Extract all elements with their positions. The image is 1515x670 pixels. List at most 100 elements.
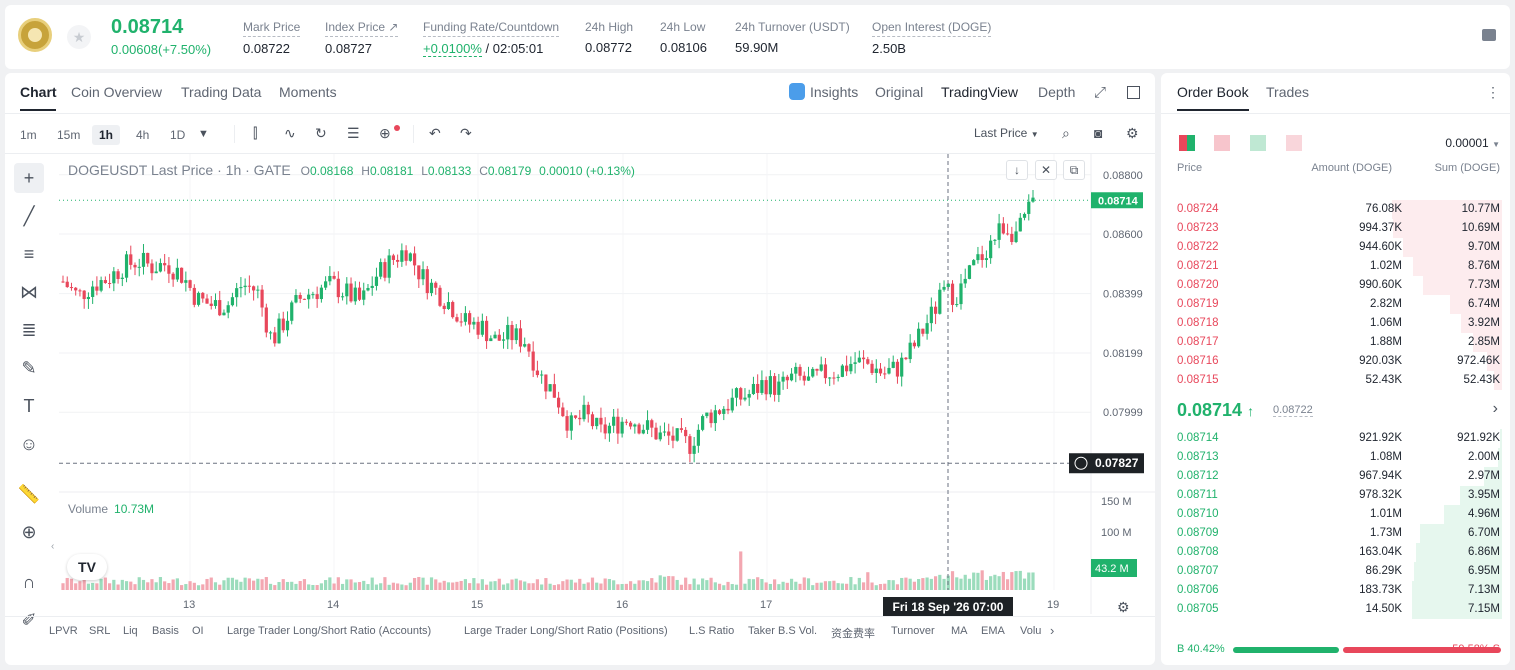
undo-icon[interactable]: ↶ (429, 125, 441, 141)
bid-row[interactable]: 0.08713 1.08M 2.00M (1161, 448, 1510, 467)
stat-label[interactable]: Open Interest (DOGE) (872, 20, 992, 37)
horizontal-lines-tool-icon[interactable]: ≡ (23, 244, 35, 264)
candle-body (921, 328, 925, 334)
ask-row[interactable]: 0.08722 944.60K 9.70M (1161, 238, 1510, 257)
scroll-down-icon[interactable]: ↓ (1006, 160, 1028, 180)
bid-row[interactable]: 0.08708 163.04K 6.86M (1161, 543, 1510, 562)
emoji-tool-icon[interactable]: ☺ (19, 434, 39, 454)
volume-bar (857, 577, 861, 590)
screenshot-icon[interactable]: ◙ (1094, 125, 1103, 141)
tab-tradingview[interactable]: TradingView (941, 84, 1019, 100)
indicator-9[interactable]: 资金费率 (831, 628, 875, 640)
magnet-tool-icon[interactable]: ∩ (22, 572, 36, 592)
window-mode-icon[interactable] (1127, 86, 1140, 99)
ruler-tool-icon[interactable]: 📏 (17, 484, 41, 504)
pattern-tool-icon[interactable]: ⋈ (20, 282, 38, 302)
bid-row[interactable]: 0.08714 921.92K 921.92K (1161, 429, 1510, 448)
tab-order-book[interactable]: Order Book (1177, 84, 1249, 100)
indicator-1[interactable]: SRL (89, 625, 111, 637)
timeframe-1h[interactable]: 1h (92, 125, 121, 145)
view-depth-icon[interactable] (1286, 135, 1302, 151)
bid-row[interactable]: 0.08707 86.29K 6.95M (1161, 562, 1510, 581)
timeframe-4h[interactable]: 4h (136, 128, 150, 142)
brush-tool-icon[interactable]: ✎ (21, 358, 37, 378)
timeframe-1m[interactable]: 1m (20, 128, 37, 142)
view-bids-icon[interactable] (1250, 135, 1266, 151)
mid-price-value: 0.08714 (1177, 400, 1243, 420)
price-type-select[interactable]: Last Price ▼ (974, 126, 1039, 140)
indicator-2[interactable]: Liq (123, 625, 138, 637)
lock-tool-icon[interactable]: ✐ (21, 610, 37, 630)
tab-trades[interactable]: Trades (1266, 84, 1310, 100)
settings-gear-icon[interactable]: ⚙ (1126, 125, 1139, 141)
text-tool-icon[interactable]: T (23, 396, 35, 416)
timeframe-15m[interactable]: 15m (57, 128, 81, 142)
redo-icon[interactable]: ↷ (460, 125, 472, 141)
volume-bar (484, 584, 489, 590)
fib-tool-icon[interactable]: ≣ (21, 320, 37, 340)
indicator-6[interactable]: Large Trader Long/Short Ratio (Positions… (464, 625, 668, 637)
chevron-right-icon[interactable]: › (1492, 400, 1498, 417)
maximize-icon[interactable]: ⧉ (1063, 160, 1085, 180)
fullscreen-icon[interactable]: ⤢ (1094, 84, 1107, 101)
bid-row[interactable]: 0.08710 1.01M 4.96M (1161, 505, 1510, 524)
collapse-panel-icon[interactable]: ‹ (51, 541, 55, 552)
bid-row[interactable]: 0.08706 183.73K 7.13M (1161, 581, 1510, 600)
view-asks-icon[interactable] (1214, 135, 1230, 151)
ask-row[interactable]: 0.08719 2.82M 6.74M (1161, 295, 1510, 314)
indicator-12[interactable]: EMA (981, 625, 1005, 637)
ask-row[interactable]: 0.08716 920.03K 972.46K (1161, 352, 1510, 371)
bid-row[interactable]: 0.08709 1.73M 6.70M (1161, 524, 1510, 543)
ask-row[interactable]: 0.08723 994.37K 10.69M (1161, 219, 1510, 238)
indicator-7[interactable]: L.S Ratio (689, 625, 735, 637)
chevron-right-icon[interactable]: › (1050, 623, 1055, 638)
more-menu-icon[interactable]: ⋮ (1486, 84, 1500, 100)
collapse-icon[interactable]: ✕ (1035, 160, 1057, 180)
indicator-3[interactable]: Basis (152, 625, 179, 637)
indicators-icon[interactable]: ∿ (284, 125, 296, 141)
indicator-4[interactable]: OI (192, 625, 204, 637)
indicator-10[interactable]: Turnover (891, 625, 935, 637)
trend-line-tool-icon[interactable]: ╱ (23, 206, 35, 226)
axis-settings-icon[interactable]: ⚙ (1117, 599, 1130, 615)
favorite-star-icon[interactable]: ★ (67, 25, 91, 49)
bid-row[interactable]: 0.08712 967.94K 2.97M (1161, 467, 1510, 486)
bid-row[interactable]: 0.08711 978.32K 3.95M (1161, 486, 1510, 505)
tab-trading-data[interactable]: Trading Data (181, 84, 262, 100)
add-alert-icon[interactable]: ⊕ (379, 125, 391, 141)
ask-row[interactable]: 0.08720 990.60K 7.73M (1161, 276, 1510, 295)
replay-icon[interactable]: ↻ (315, 125, 327, 141)
stat-label[interactable]: Mark Price (243, 20, 301, 37)
ask-row[interactable]: 0.08715 52.43K 52.43K (1161, 371, 1510, 390)
zoom-in-tool-icon[interactable]: ⊕ (21, 522, 37, 542)
ask-row[interactable]: 0.08724 76.08K 10.77M (1161, 200, 1510, 219)
timeframe-1d[interactable]: 1D (170, 128, 186, 142)
tab-original[interactable]: Original (875, 84, 924, 100)
timeframe-dropdown-icon[interactable]: ▼ (198, 128, 209, 140)
mid-mark-price[interactable]: 0.08722 (1273, 404, 1313, 417)
indicator-13[interactable]: Volu (1020, 625, 1042, 637)
candle-type-icon[interactable]: ⫿ (253, 125, 258, 141)
templates-icon[interactable]: ☰ (347, 125, 360, 141)
stat-label[interactable]: Funding Rate/Countdown (423, 20, 560, 37)
precision-select[interactable]: 0.00001 ▼ (1445, 136, 1500, 150)
indicator-0[interactable]: LPVR (49, 625, 78, 637)
tab-depth[interactable]: Depth (1038, 84, 1076, 100)
calendar-icon[interactable] (1482, 29, 1496, 41)
price-chart[interactable]: 0.08800 0.08600 0.08399 0.08199 0.07999 13 14 1… (59, 154, 1155, 614)
search-icon[interactable]: ⌕ (1062, 125, 1070, 141)
ask-row[interactable]: 0.08721 1.02M 8.76M (1161, 257, 1510, 276)
indicator-8[interactable]: Taker B.S Vol. (748, 625, 818, 637)
insights-button[interactable]: Insights (810, 84, 859, 100)
ask-row[interactable]: 0.08717 1.88M 2.85M (1161, 333, 1510, 352)
tab-coin-overview[interactable]: Coin Overview (71, 84, 163, 100)
stat-label[interactable]: Index Price ↗ (325, 20, 399, 37)
tab-moments[interactable]: Moments (279, 84, 337, 100)
crosshair-tool-icon[interactable]: + (14, 163, 44, 193)
indicator-11[interactable]: MA (951, 625, 968, 637)
tab-chart[interactable]: Chart (20, 84, 57, 100)
bid-row[interactable]: 0.08705 14.50K 7.15M (1161, 600, 1510, 619)
view-both-icon[interactable] (1179, 135, 1195, 151)
indicator-5[interactable]: Large Trader Long/Short Ratio (Accounts) (227, 625, 432, 637)
ask-row[interactable]: 0.08718 1.06M 3.92M (1161, 314, 1510, 333)
